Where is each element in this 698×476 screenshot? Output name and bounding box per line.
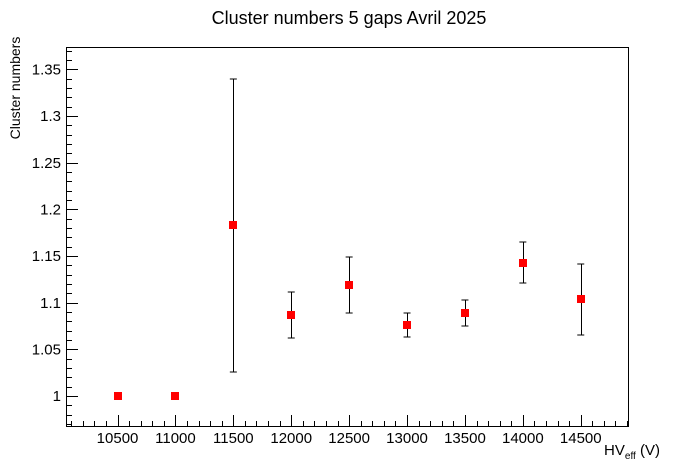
data-point-marker: [171, 392, 179, 400]
x-tick-label: 14500: [560, 430, 602, 447]
y-tick-label: 1: [53, 388, 61, 405]
y-tick-label: 1.35: [32, 61, 61, 78]
x-axis-title-unit: (V): [635, 442, 660, 459]
data-point-marker: [229, 221, 237, 229]
y-tick-label: 1.2: [40, 201, 61, 218]
x-axis-title-main: HV: [604, 442, 625, 459]
x-tick-label: 14000: [502, 430, 544, 447]
data-point-marker: [461, 309, 469, 317]
x-tick-label: 11500: [213, 430, 254, 447]
chart-title: Cluster numbers 5 gaps Avril 2025: [211, 8, 487, 28]
y-tick-label: 1.15: [32, 248, 61, 265]
x-tick-label: 13000: [386, 430, 428, 447]
y-tick-label: 1.05: [32, 341, 61, 358]
y-axis-title: Cluster numbers: [7, 36, 23, 140]
y-tick-label: 1.3: [40, 108, 61, 125]
data-point-marker: [577, 295, 585, 303]
x-tick-label: 11000: [155, 430, 196, 447]
y-tick-label: 1.1: [40, 295, 61, 312]
x-tick-label: 13500: [444, 430, 486, 447]
data-point-marker: [345, 281, 353, 289]
x-axis-title: HVeff (V): [460, 442, 660, 462]
data-point-marker: [519, 259, 527, 267]
data-point-marker: [114, 392, 122, 400]
y-tick-label: 1.25: [32, 155, 61, 172]
x-tick-label: 10500: [97, 430, 139, 447]
x-tick-label: 12500: [328, 430, 370, 447]
x-axis-title-sub: eff: [624, 451, 636, 462]
plot-frame: [66, 47, 629, 427]
data-point-marker: [287, 311, 295, 319]
x-tick-label: 12000: [270, 430, 312, 447]
data-point-marker: [403, 321, 411, 329]
